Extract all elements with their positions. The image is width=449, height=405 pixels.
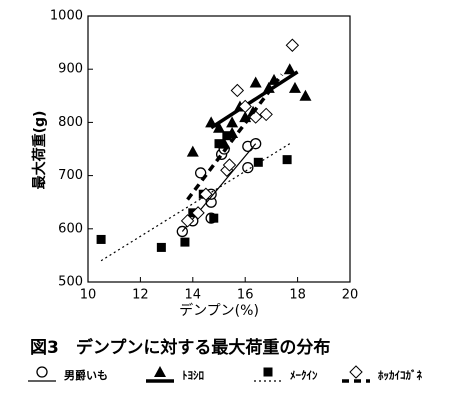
- caption: 図3 デンプンに対する最大荷重の分布: [30, 337, 330, 358]
- point: [230, 83, 245, 98]
- legend-label: ﾒｰｸｲﾝ: [290, 369, 318, 382]
- x-tick-label: 16: [237, 288, 254, 303]
- point: [253, 157, 263, 167]
- point: [282, 155, 292, 165]
- point: [248, 110, 263, 124]
- point: [226, 116, 239, 128]
- x-tick-label: 18: [289, 288, 306, 303]
- point: [213, 121, 225, 133]
- point: [259, 107, 273, 122]
- y-tick-label: 600: [58, 221, 83, 236]
- point: [288, 81, 301, 93]
- y-axis-label: 最大荷重(g): [31, 111, 48, 190]
- point: [209, 213, 219, 223]
- fit-line: [210, 70, 299, 130]
- point: [156, 242, 166, 252]
- y-tick-label: 700: [58, 168, 83, 183]
- point: [180, 237, 190, 247]
- x-tick-label: 20: [342, 288, 359, 303]
- point: [180, 214, 195, 228]
- x-tick-label: 14: [185, 288, 202, 303]
- y-tick-label: 500: [58, 275, 83, 290]
- x-tick-label: 12: [132, 288, 149, 303]
- legend-marker: [154, 366, 166, 377]
- point: [285, 38, 300, 52]
- fit-line: [100, 143, 291, 262]
- point: [242, 161, 254, 174]
- y-tick-label: 1000: [50, 9, 83, 24]
- legend-label: 男爵いも: [64, 368, 108, 382]
- y-tick-label: 900: [58, 62, 83, 77]
- y-tick-label: 800: [58, 115, 83, 130]
- point: [191, 206, 205, 220]
- point: [195, 167, 207, 179]
- legend-marker: [263, 367, 273, 377]
- point: [249, 76, 262, 88]
- legend-marker: [349, 365, 363, 379]
- point: [214, 139, 224, 149]
- point: [96, 234, 106, 244]
- plot-frame: [87, 15, 351, 283]
- point: [283, 63, 296, 75]
- point: [299, 89, 312, 101]
- point: [186, 145, 199, 157]
- point: [222, 158, 237, 172]
- x-axis-label: デンプン(%): [179, 302, 259, 319]
- x-tick-label: 10: [80, 288, 97, 303]
- point: [199, 187, 213, 201]
- legend-marker: [36, 366, 48, 378]
- legend-label: ﾄﾖｼﾛ: [182, 369, 204, 382]
- legend-label: ﾎｯｶｲｺｶﾞﾈ: [378, 368, 422, 382]
- point: [222, 131, 232, 141]
- point: [238, 99, 252, 114]
- fit-line: [186, 73, 284, 201]
